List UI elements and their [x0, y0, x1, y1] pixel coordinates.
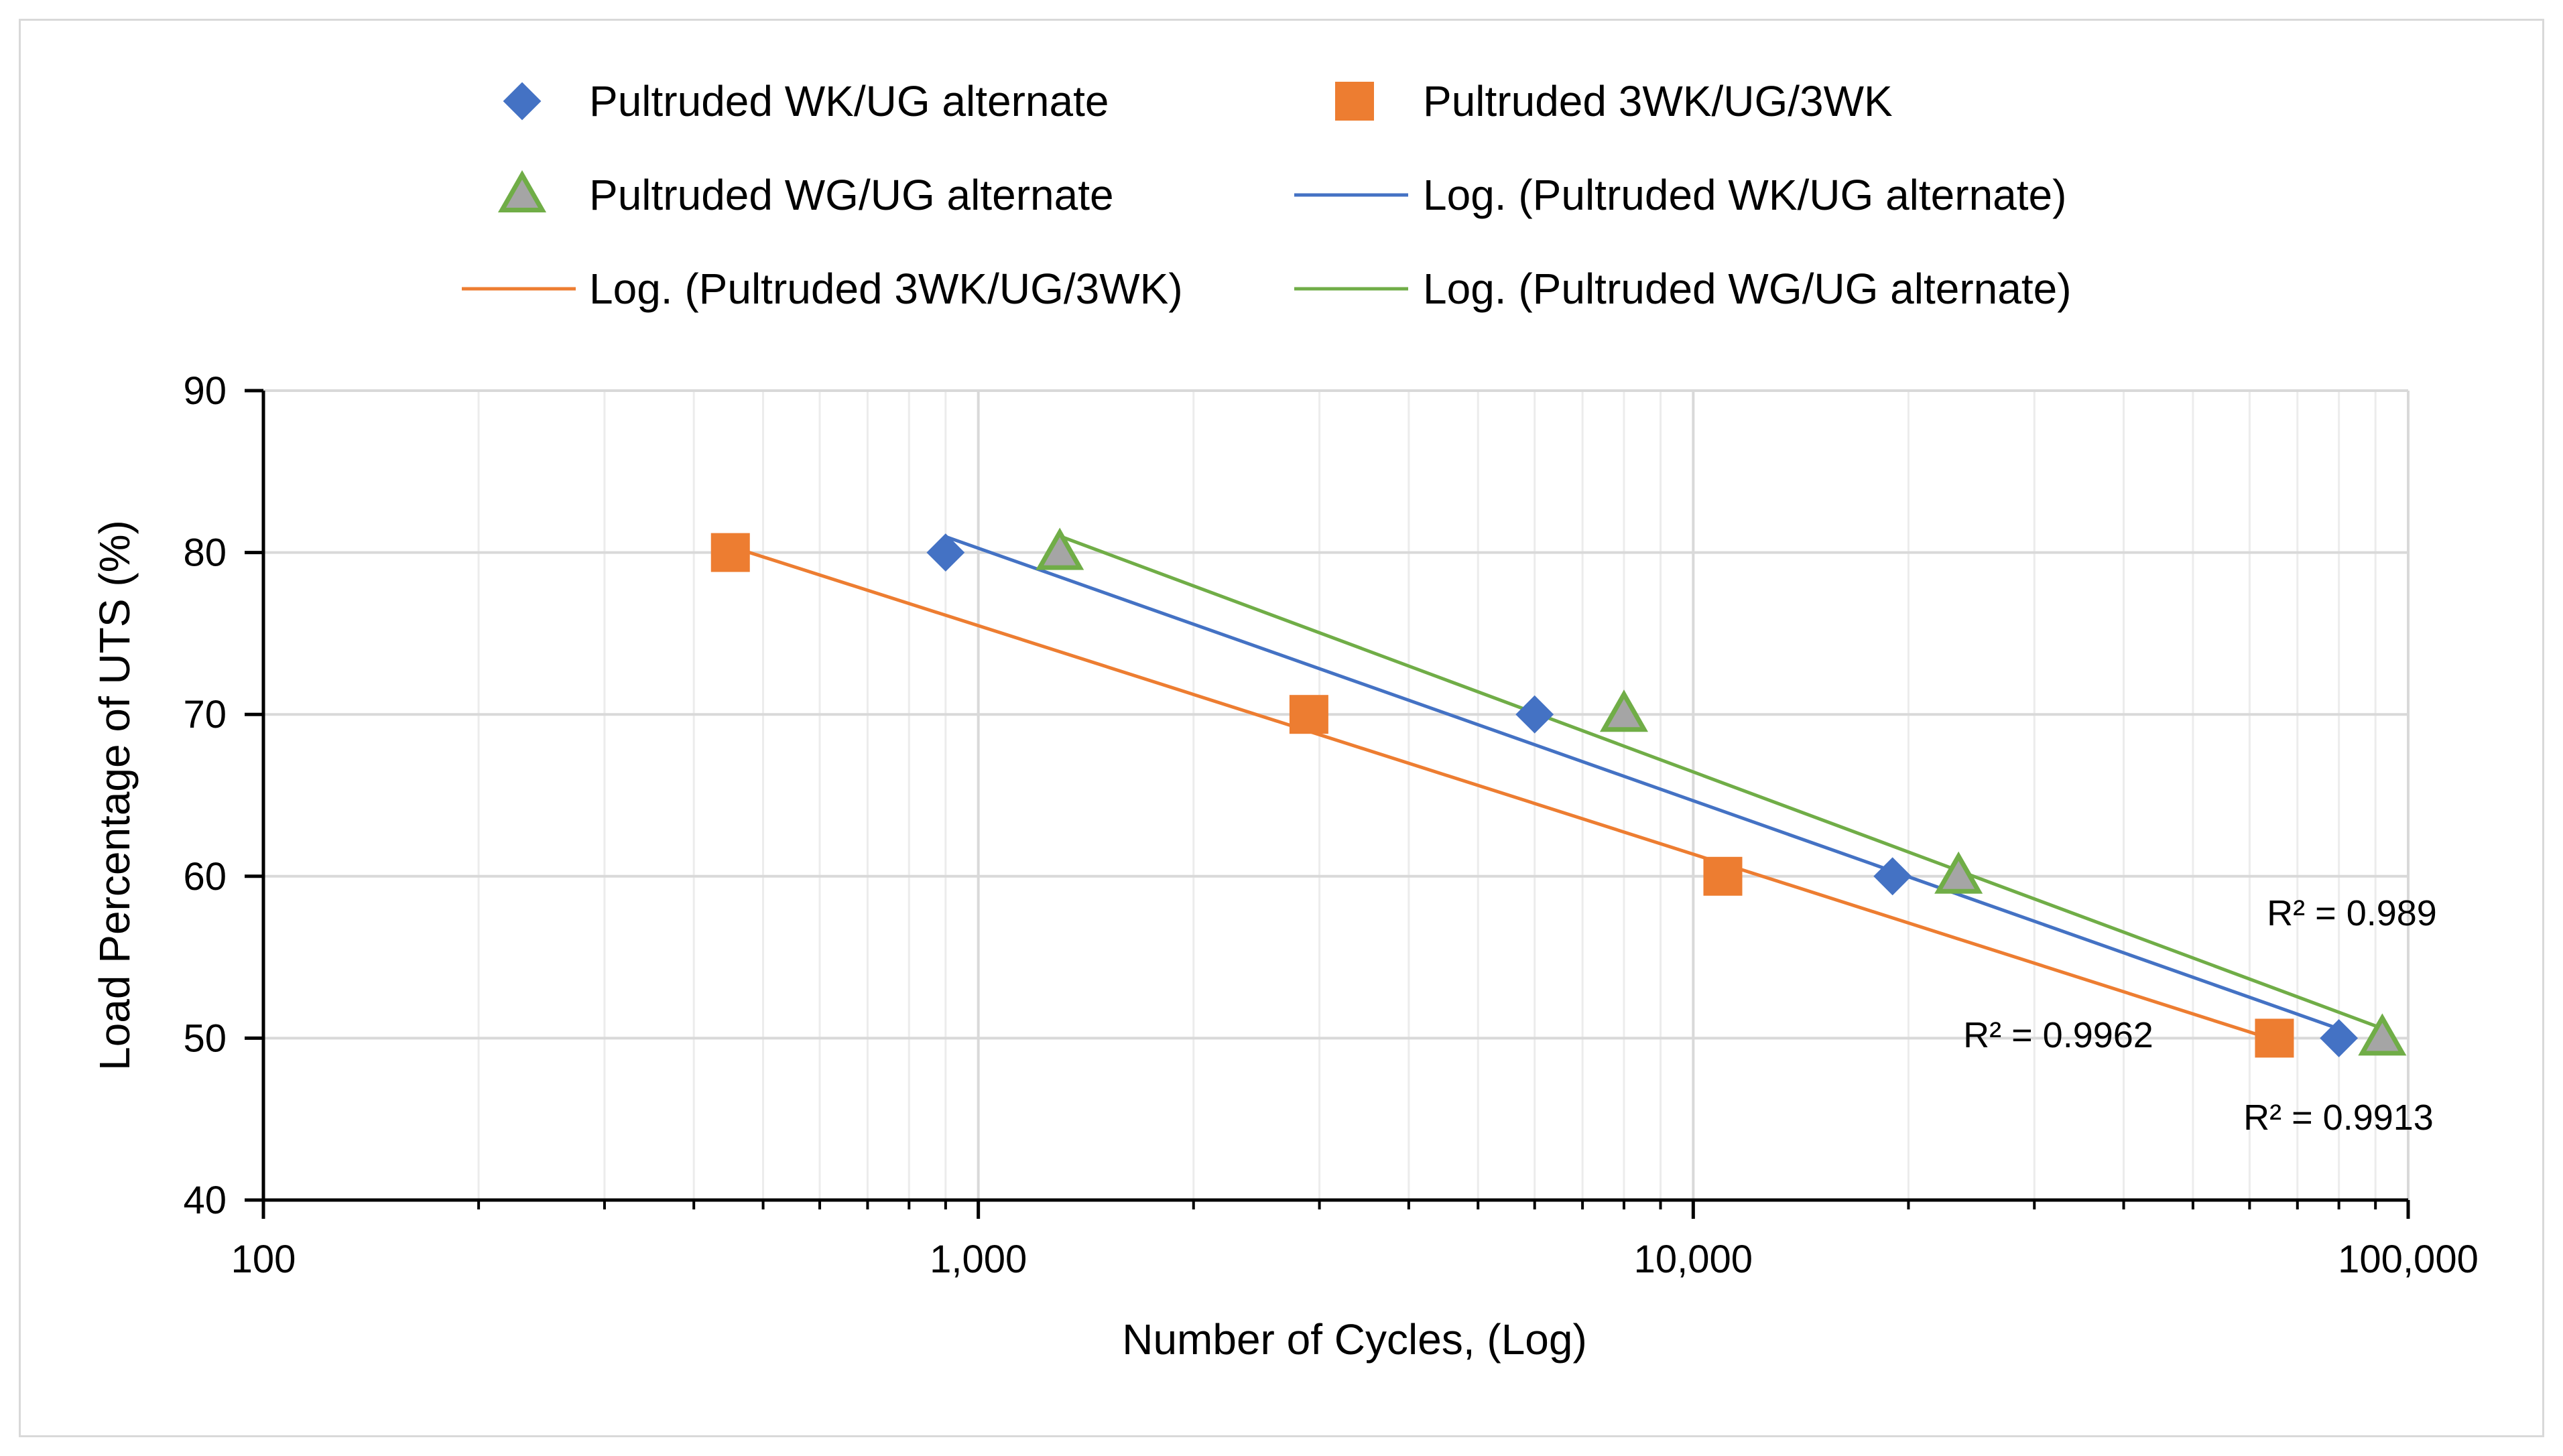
data-point-3wk-ug-3wk: [1289, 695, 1328, 734]
fatigue-chart: 40 50 60 70 80 90 100 1,000 10,000 100,000 Number…: [90, 77, 2479, 1364]
legend-symbol-wk-ug: [503, 82, 542, 121]
trendline-3wk-ug-3wk: [729, 545, 2275, 1042]
legend-label: Pultruded WK/UG alternate: [589, 77, 1109, 125]
data-point-3wk-ug-3wk: [710, 533, 750, 572]
legend: Pultruded WK/UG alternate Pultruded 3WK/U…: [462, 77, 2072, 313]
data-point-wk-ug: [2320, 1018, 2359, 1057]
marker-layer: [710, 527, 2407, 1058]
x-tick-label: 100,000: [2338, 1238, 2479, 1281]
data-point-3wk-ug-3wk: [1703, 856, 1743, 896]
y-tick-label: 60: [183, 855, 227, 899]
label-layer: Number of Cycles, (Log) Load Percentage o…: [90, 520, 2437, 1364]
chart-frame: 40 50 60 70 80 90 100 1,000 10,000 100,000 Number…: [19, 19, 2544, 1437]
y-tick-label: 40: [183, 1179, 227, 1222]
data-point-wg-ug: [1934, 851, 1983, 894]
legend-label: Log. (Pultruded WK/UG alternate): [1423, 171, 2066, 219]
legend-symbol-3wk-ug-3wk: [1335, 82, 1374, 121]
legend-label: Log. (Pultruded WG/UG alternate): [1423, 265, 2072, 313]
data-point-3wk-ug-3wk: [2255, 1018, 2294, 1058]
legend-label: Log. (Pultruded 3WK/UG/3WK): [589, 265, 1183, 313]
data-point-wg-ug: [1036, 527, 1084, 570]
y-axis-title: Load Percentage of UTS (%): [90, 520, 139, 1071]
x-tick-label: 1,000: [930, 1238, 1027, 1281]
data-point-wk-ug: [926, 533, 965, 572]
data-point-wg-ug: [1599, 689, 1648, 732]
trendline-layer: [729, 534, 2383, 1042]
x-tick-label: 10,000: [1634, 1238, 1753, 1281]
trendline-wg-ug: [1059, 534, 2383, 1031]
data-point-wg-ug: [2358, 1013, 2407, 1056]
r-squared-label: R² = 0.989: [2267, 893, 2437, 933]
legend-symbol-wg-ug: [497, 170, 547, 212]
y-tick-label: 50: [183, 1016, 227, 1060]
x-tick-label: 100: [231, 1238, 296, 1281]
axis-layer: 40 50 60 70 80 90 100 1,000 10,000 100,000: [183, 369, 2478, 1281]
y-tick-label: 90: [183, 369, 227, 413]
r-squared-label: R² = 0.9913: [2243, 1098, 2434, 1138]
y-tick-label: 80: [183, 531, 227, 575]
r-squared-label: R² = 0.9962: [1963, 1015, 2153, 1055]
grid-layer: [262, 389, 2410, 1201]
legend-label: Pultruded 3WK/UG/3WK: [1423, 77, 1893, 125]
trendline-wk-ug: [945, 535, 2340, 1031]
x-axis-title: Number of Cycles, (Log): [1122, 1315, 1587, 1364]
data-point-wk-ug: [1515, 695, 1554, 734]
y-tick-label: 70: [183, 693, 227, 736]
data-point-wk-ug: [1873, 857, 1912, 896]
legend-label: Pultruded WG/UG alternate: [589, 171, 1114, 219]
